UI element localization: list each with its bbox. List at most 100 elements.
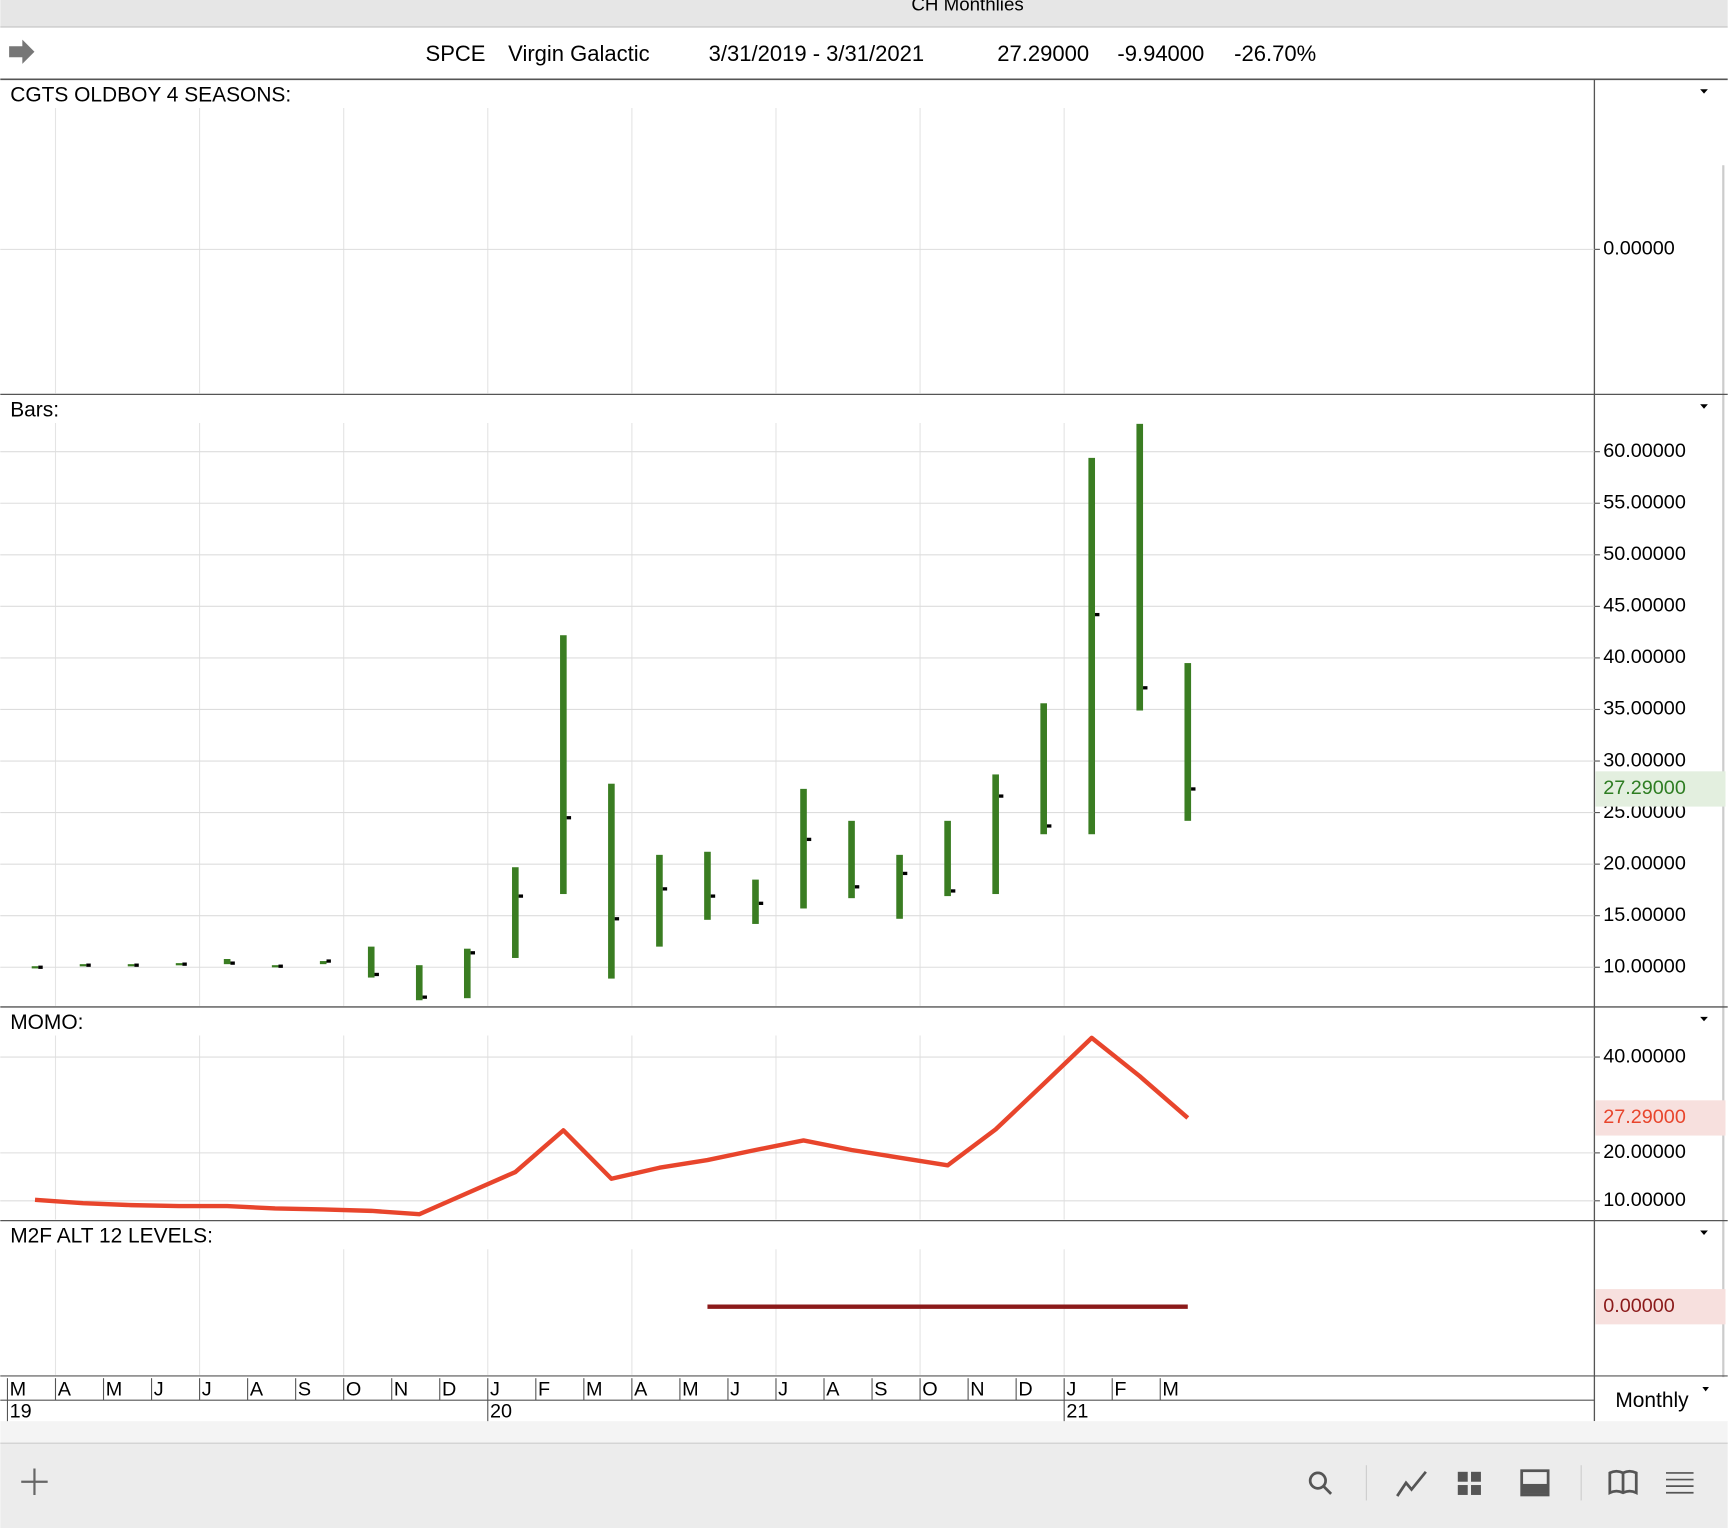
- y-tick-label: 30.00000: [1603, 749, 1686, 771]
- x-tick-label: A: [58, 1379, 72, 1401]
- close-tick: [278, 964, 283, 968]
- close-tick: [1191, 787, 1196, 791]
- close-tick: [902, 871, 908, 876]
- x-tick-label: F: [538, 1379, 550, 1401]
- window-title: CH Monthlies: [911, 0, 1023, 14]
- add-button[interactable]: [21, 1468, 48, 1495]
- ohlc-bar: [31, 966, 39, 969]
- panel-title: CGTS OLDBOY 4 SEASONS:: [10, 83, 291, 106]
- spacer: [0, 1421, 1728, 1444]
- close-tick: [518, 894, 524, 898]
- ohlc-bar: [1136, 423, 1144, 711]
- chart-icon[interactable]: [1396, 1470, 1427, 1497]
- period-selector[interactable]: Monthly: [1615, 1389, 1689, 1412]
- close-tick: [1046, 824, 1052, 828]
- ohlc-bar: [319, 961, 327, 965]
- x-tick-label: M: [1162, 1379, 1179, 1401]
- x-tick-label: S: [874, 1379, 887, 1401]
- ohlc-bar: [896, 854, 903, 919]
- menu-icon[interactable]: [1666, 1472, 1694, 1494]
- date-range: 3/31/2019 - 3/31/2021: [709, 41, 924, 66]
- toolbar: [0, 1443, 1728, 1528]
- close-tick: [326, 959, 331, 963]
- panel-title: MOMO:: [10, 1011, 83, 1034]
- close-tick: [182, 962, 187, 966]
- close-tick: [998, 794, 1004, 798]
- close-tick: [1143, 686, 1148, 690]
- y-tick-label: 55.00000: [1603, 491, 1686, 513]
- y-tick-label: 20.00000: [1603, 852, 1686, 874]
- search-icon-handle: [1322, 1485, 1333, 1495]
- ohlc-bar: [271, 965, 279, 968]
- ohlc-bar: [848, 820, 855, 899]
- grid-icon[interactable]: [1457, 1471, 1481, 1495]
- last-price: 27.29000: [997, 41, 1089, 66]
- last-value-label: 0.00000: [1603, 1295, 1675, 1317]
- close-tick: [566, 816, 572, 820]
- ohlc-bar: [1088, 457, 1096, 835]
- arrow-button[interactable]: [9, 39, 35, 64]
- panel-icon[interactable]: [1520, 1469, 1550, 1497]
- y-tick-label: 15.00000: [1603, 904, 1686, 926]
- panel-title: Bars:: [10, 398, 59, 421]
- close-tick: [806, 837, 812, 842]
- x-tick-label: N: [970, 1379, 984, 1401]
- dropdown-arrow[interactable]: [1702, 1386, 1709, 1392]
- close-tick: [86, 963, 91, 967]
- book-icon[interactable]: [1608, 1469, 1638, 1495]
- close-tick: [710, 894, 716, 898]
- y-tick-label: 10.00000: [1603, 955, 1686, 977]
- x-tick-label: J: [730, 1379, 740, 1401]
- last-value-label: 27.29000: [1603, 777, 1686, 799]
- x-tick-label: M: [586, 1379, 603, 1401]
- x-tick-label: D: [1018, 1379, 1032, 1401]
- ohlc-bar: [175, 963, 183, 966]
- ohlc-bar: [415, 965, 423, 1001]
- x-tick-label: O: [346, 1379, 361, 1401]
- ohlc-bar: [656, 854, 663, 947]
- ohlc-bar: [367, 946, 375, 978]
- panel-title: M2F ALT 12 LEVELS:: [10, 1225, 213, 1248]
- x-tick-label: O: [922, 1379, 937, 1401]
- ohlc-bar: [608, 783, 615, 979]
- x-tick-label: A: [250, 1379, 264, 1401]
- y-tick-label: 0.00000: [1603, 238, 1675, 260]
- close-tick: [134, 963, 139, 967]
- ohlc-bar: [127, 964, 135, 967]
- y-tick-label: 45.00000: [1603, 595, 1686, 617]
- dropdown-arrow: [1700, 89, 1708, 94]
- ohlc-bar: [1040, 703, 1047, 835]
- y-tick-label: 20.00000: [1603, 1141, 1686, 1163]
- y-tick-label: 40.00000: [1603, 1045, 1686, 1067]
- x-tick-label: D: [442, 1379, 456, 1401]
- dropdown-arrow: [1700, 1016, 1708, 1022]
- ohlc-bar: [512, 867, 519, 958]
- x-tick-label: J: [202, 1379, 212, 1401]
- year-label: 19: [10, 1401, 32, 1423]
- y-tick-label: 40.00000: [1603, 646, 1686, 668]
- ohlc-bar: [223, 959, 231, 965]
- ohlc-bar: [463, 948, 471, 999]
- close-tick: [854, 885, 860, 889]
- y-tick-label: 35.00000: [1603, 698, 1686, 720]
- close-tick: [614, 917, 620, 921]
- x-tick-label: J: [778, 1379, 788, 1401]
- close-tick: [38, 965, 43, 969]
- title-bar: [0, 0, 1728, 27]
- close-tick: [950, 889, 956, 893]
- search-icon[interactable]: [1308, 1471, 1327, 1490]
- x-tick-label: M: [682, 1379, 699, 1401]
- last-value-label: 27.29000: [1603, 1106, 1686, 1128]
- last-value-box: [1595, 1289, 1726, 1325]
- year-label: 21: [1066, 1401, 1088, 1423]
- ohlc-bar: [944, 820, 951, 897]
- line-series: [34, 1035, 1190, 1217]
- percent-change: -26.70%: [1234, 41, 1316, 66]
- x-tick-label: A: [826, 1379, 840, 1401]
- ohlc-bar: [704, 851, 711, 920]
- close-tick: [662, 887, 668, 891]
- price-change: -9.94000: [1117, 41, 1204, 66]
- ohlc-bar: [1184, 663, 1192, 821]
- y-tick-label: 60.00000: [1603, 440, 1686, 462]
